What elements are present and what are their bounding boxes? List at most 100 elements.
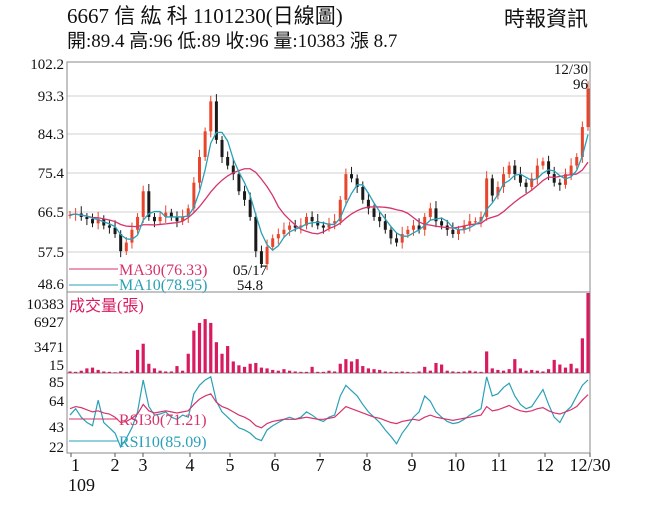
volume-bar bbox=[468, 370, 472, 373]
candle-body bbox=[276, 234, 280, 239]
volume-bar bbox=[569, 363, 573, 373]
rsi10-legend: RSI10(85.09) bbox=[119, 434, 207, 451]
volume-bar bbox=[214, 342, 218, 373]
candle-body bbox=[147, 191, 151, 217]
candle-body bbox=[248, 199, 252, 217]
candle-body bbox=[271, 238, 275, 247]
volume-bar bbox=[169, 371, 173, 373]
candle-body bbox=[68, 214, 72, 216]
candle-body bbox=[141, 191, 145, 217]
rsi-tick: 85 bbox=[49, 375, 64, 391]
month-label: 9 bbox=[408, 455, 417, 475]
candle-body bbox=[502, 174, 506, 187]
volume-bar bbox=[231, 361, 235, 373]
volume-bar bbox=[372, 369, 376, 373]
candle-body bbox=[361, 186, 365, 200]
volume-bar bbox=[541, 371, 545, 373]
month-label: 8 bbox=[363, 455, 372, 475]
volume-bar bbox=[147, 363, 151, 373]
candle-body bbox=[569, 165, 573, 175]
candle-body bbox=[198, 157, 201, 183]
last-value-annotation: 96 bbox=[573, 77, 589, 93]
candle-body bbox=[113, 227, 117, 235]
volume-tick: 3471 bbox=[34, 340, 64, 356]
volume-bar bbox=[361, 366, 365, 373]
candle-body bbox=[288, 225, 292, 230]
volume-bars bbox=[68, 293, 590, 373]
volume-bar bbox=[310, 366, 314, 373]
candle-body bbox=[423, 216, 427, 230]
volume-bar bbox=[355, 359, 359, 373]
rsi-tick: 43 bbox=[49, 420, 64, 436]
volume-bar bbox=[254, 362, 258, 373]
candle-body bbox=[479, 216, 483, 222]
volume-bar bbox=[248, 363, 252, 373]
volume-bar bbox=[124, 371, 128, 373]
volume-bar bbox=[107, 371, 112, 373]
volume-bar bbox=[456, 371, 461, 373]
candle-body bbox=[580, 127, 584, 158]
candle-body bbox=[366, 199, 370, 209]
candle-body bbox=[490, 178, 494, 196]
volume-bar bbox=[259, 367, 264, 373]
volume-bar bbox=[287, 370, 292, 373]
volume-bar bbox=[74, 371, 78, 373]
candle-body bbox=[468, 221, 472, 226]
candle-body bbox=[575, 157, 579, 166]
candle-body bbox=[119, 234, 123, 252]
volume-bar bbox=[366, 368, 371, 373]
volume-bar bbox=[445, 370, 449, 373]
volume-bar bbox=[507, 369, 511, 373]
rsi-legend: RSI30(71.21) RSI10(85.09) bbox=[69, 412, 207, 451]
volume-bar bbox=[344, 359, 348, 373]
volume-bar bbox=[535, 370, 539, 373]
candle-body bbox=[192, 182, 196, 209]
volume-tick: 6927 bbox=[34, 315, 65, 331]
volume-bar bbox=[85, 368, 89, 373]
month-label: 1 bbox=[71, 455, 80, 475]
volume-bar bbox=[586, 293, 590, 373]
candle-body bbox=[226, 157, 230, 166]
volume-bar bbox=[501, 370, 506, 373]
candle-body bbox=[558, 182, 562, 185]
volume-bar bbox=[558, 364, 562, 373]
candle-body bbox=[209, 101, 213, 132]
candle-body bbox=[107, 225, 111, 228]
volume-title: 成交量(張) bbox=[69, 297, 144, 315]
ma10-line bbox=[69, 131, 589, 251]
volume-bar bbox=[518, 368, 523, 373]
quote-summary: 開:89.4 高:96 低:89 收:96 量:10383 漲 8.7 bbox=[67, 30, 397, 52]
month-label: 12 bbox=[536, 455, 554, 475]
volume-bar bbox=[563, 367, 568, 373]
candle-body bbox=[254, 216, 258, 252]
candle-body bbox=[462, 225, 466, 230]
low-date-annotation: 05/17 bbox=[233, 263, 268, 279]
candle-body bbox=[237, 174, 241, 192]
candle-body bbox=[507, 165, 511, 175]
candle-body bbox=[473, 221, 477, 223]
volume-bar bbox=[271, 369, 275, 373]
volume-bar bbox=[411, 372, 416, 373]
volume-bar bbox=[68, 371, 72, 373]
volume-bar bbox=[96, 369, 100, 373]
volume-bar bbox=[203, 319, 207, 373]
volume-bar bbox=[400, 371, 404, 373]
month-label: 4 bbox=[186, 455, 195, 475]
volume-axis: 10383 6927 3471 15 bbox=[27, 297, 65, 374]
source-label: 時報資訊 bbox=[504, 7, 588, 31]
volume-bar bbox=[192, 330, 196, 373]
ma10-legend: MA10(78.95) bbox=[119, 277, 207, 294]
candle-body bbox=[378, 216, 382, 222]
candle-body bbox=[321, 225, 325, 228]
volume-bar bbox=[473, 371, 477, 373]
volume-bar bbox=[141, 343, 145, 373]
month-label: 11 bbox=[490, 455, 507, 475]
rsi-tick: 22 bbox=[49, 440, 64, 456]
low-value-annotation: 54.8 bbox=[237, 278, 263, 294]
volume-bar bbox=[304, 371, 309, 373]
price-tick: 75.4 bbox=[38, 166, 65, 182]
candle-body bbox=[158, 216, 162, 222]
volume-bar bbox=[79, 370, 83, 373]
volume-bar bbox=[434, 362, 438, 373]
